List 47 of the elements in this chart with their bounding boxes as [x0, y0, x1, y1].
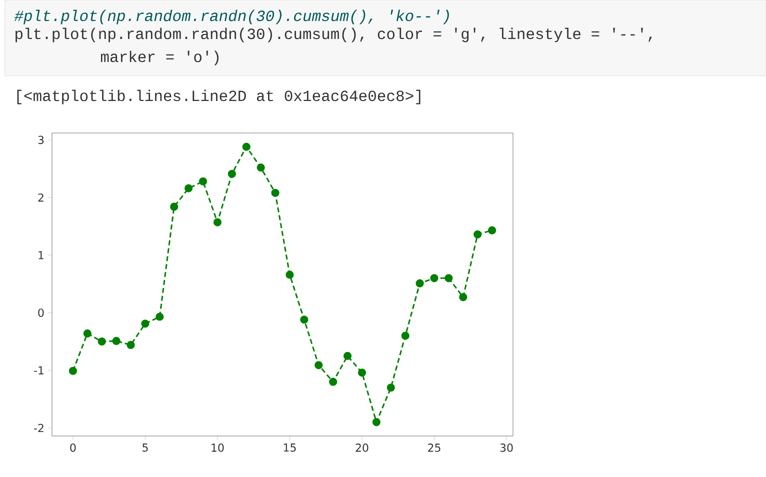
text: [<matplotlib.lines.Line2D at 0x1eac64e0ec8>] — [17, 90, 420, 104]
point — [488, 226, 496, 234]
x-tick-label: 0 — [70, 444, 76, 452]
x-tick-label: 10 — [212, 444, 224, 452]
point — [242, 142, 250, 151]
point — [286, 270, 294, 279]
point — [314, 361, 323, 370]
point — [126, 340, 135, 350]
x-tick-label: 25 — [428, 444, 440, 452]
point — [329, 378, 338, 386]
point — [213, 218, 222, 226]
point — [83, 329, 92, 338]
text: #plt.plot(np.random.randn(30).cumsum(), 'ko--') — [14, 10, 449, 24]
point — [228, 170, 236, 178]
point — [401, 332, 410, 340]
point — [474, 230, 482, 238]
x-tick-label: 15 — [284, 444, 296, 452]
point — [198, 177, 208, 186]
point — [444, 274, 453, 282]
x-tick-label: 20 — [356, 444, 368, 452]
point — [68, 366, 78, 375]
point — [156, 312, 164, 321]
point — [256, 164, 265, 172]
point — [372, 418, 380, 426]
y-tick-label: -2 — [34, 424, 44, 432]
x-tick-label: 30 — [500, 444, 513, 452]
point — [459, 293, 468, 302]
y-tick-label: 3 — [38, 136, 44, 144]
point — [430, 274, 438, 282]
point — [416, 279, 424, 288]
y-tick-label: 2 — [38, 193, 44, 202]
point — [98, 337, 106, 346]
text: plt.plot(np.random.randn(30).cumsum(), color = 'g', linestyle = '--', — [16, 28, 652, 42]
y-tick-label: 0 — [38, 308, 44, 317]
point — [141, 320, 150, 328]
x-tick-label: 5 — [142, 444, 148, 452]
text: marker = 'o') — [100, 50, 218, 66]
point — [170, 202, 178, 211]
y-tick-label: -1 — [34, 366, 44, 374]
point — [358, 368, 366, 377]
point — [300, 316, 308, 324]
point — [271, 188, 280, 197]
point — [184, 184, 193, 192]
point — [112, 336, 120, 345]
point — [343, 352, 352, 360]
point — [386, 384, 395, 392]
y-tick-label: 1 — [38, 251, 44, 260]
